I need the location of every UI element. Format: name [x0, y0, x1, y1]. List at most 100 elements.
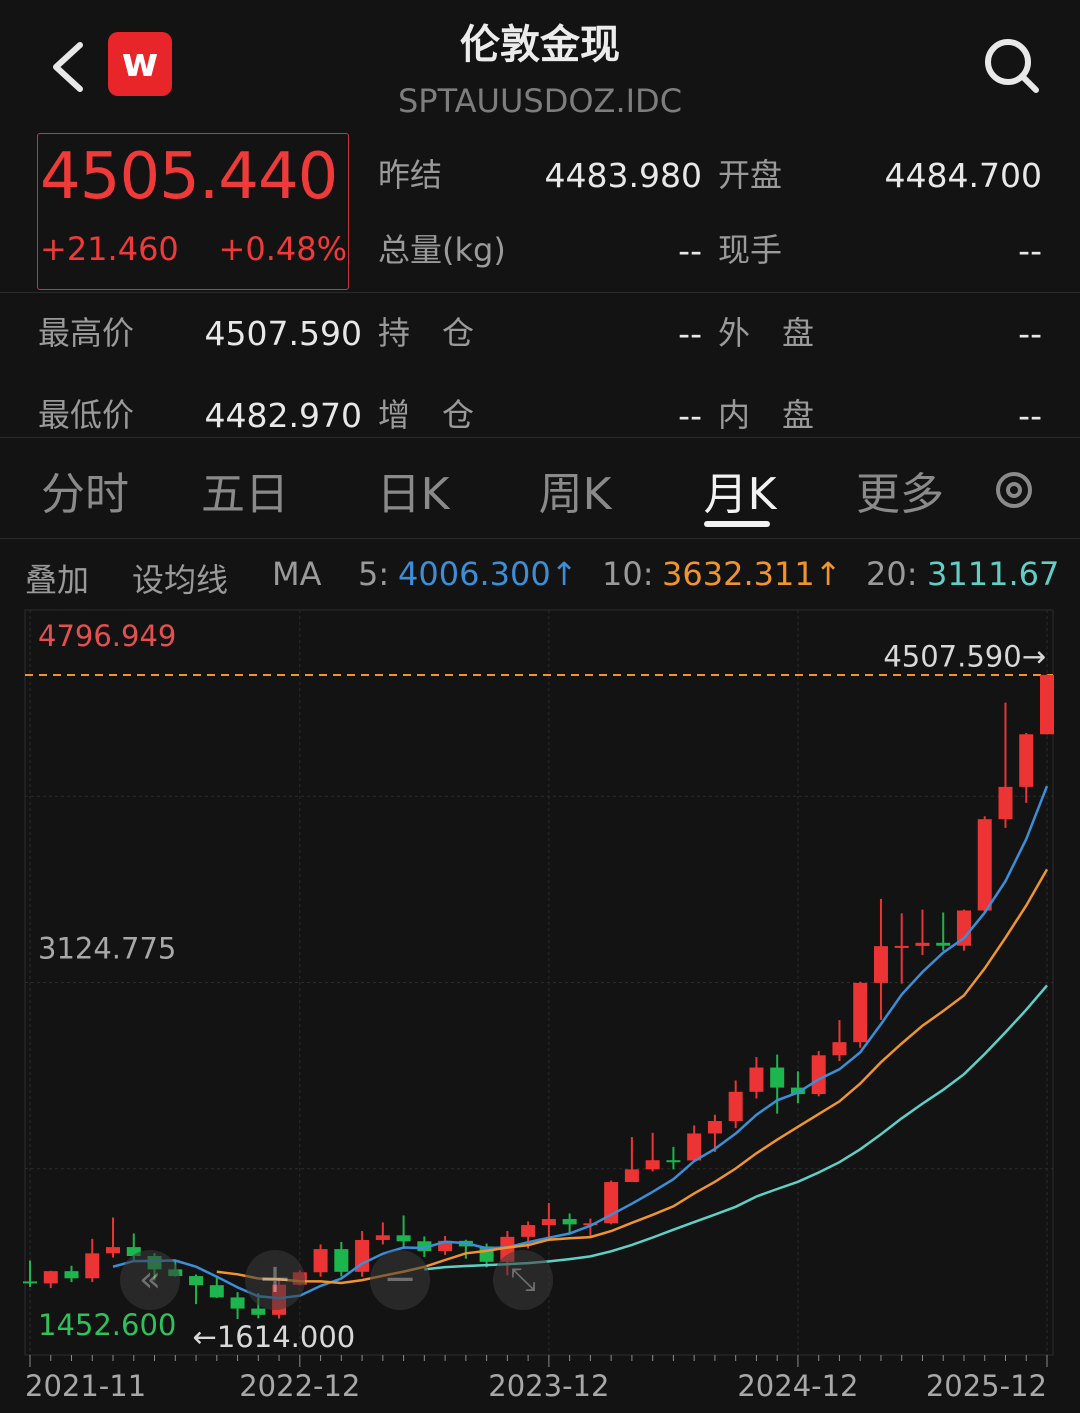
zoom-out-button[interactable]	[370, 1250, 430, 1310]
active-tab-indicator	[704, 521, 770, 527]
period-tab[interactable]: 月K	[703, 469, 777, 520]
candle-body	[873, 946, 888, 983]
divider	[0, 292, 1080, 293]
scroll-left-button[interactable]	[120, 1250, 180, 1310]
candle-body	[998, 786, 1013, 820]
toolbar-item[interactable]: MA	[272, 555, 322, 593]
candle-body	[936, 942, 951, 946]
field-value: --	[1018, 396, 1042, 435]
low-marker: ←1614.000	[193, 1320, 356, 1354]
candle-body	[915, 942, 930, 946]
candle-body	[1040, 674, 1054, 735]
candle-body	[770, 1067, 785, 1088]
candle-body	[85, 1253, 100, 1279]
price-change-pct: +0.48%	[218, 230, 347, 268]
field-label: 开盘	[718, 156, 783, 194]
x-tick-label: 2023-12	[488, 1369, 609, 1403]
zoom-in-button[interactable]	[245, 1250, 305, 1310]
candle-body	[23, 1281, 37, 1284]
field-label: 总量(kg)	[378, 231, 506, 269]
candle-body	[894, 945, 909, 948]
field-value: 4484.700	[884, 156, 1042, 195]
candle-body	[624, 1169, 639, 1183]
candle-body	[106, 1247, 121, 1254]
field-value: 4483.980	[544, 156, 702, 195]
divider	[0, 538, 1080, 539]
candle-body	[583, 1223, 598, 1226]
ma-legend-name: 5:	[358, 555, 390, 593]
candle-body	[521, 1225, 536, 1237]
fullscreen-button[interactable]	[493, 1250, 553, 1310]
settings-icon[interactable]	[996, 472, 1032, 508]
candle-body	[687, 1133, 702, 1161]
candle-body	[375, 1235, 390, 1240]
settings-icon-core	[1006, 482, 1022, 498]
field-label: 最高价	[38, 314, 135, 352]
price-change: +21.460	[40, 230, 179, 268]
period-tab[interactable]: 五日	[201, 469, 289, 520]
candle-body	[832, 1042, 847, 1056]
field-value: --	[678, 231, 702, 270]
ma-legend-value: 4006.300↑	[398, 555, 578, 593]
field-value: 4507.590	[204, 314, 362, 353]
ma-line	[112, 785, 1049, 1300]
instrument-code: SPTAUUSDOZ.IDC	[397, 82, 683, 120]
x-tick-label: 2024-12	[737, 1369, 858, 1403]
app-logo-mark: w	[122, 40, 159, 86]
period-tab[interactable]: 分时	[41, 469, 129, 520]
candle-body	[126, 1247, 141, 1257]
toolbar-item[interactable]: 设均线	[132, 561, 229, 599]
field-label: 外 盘	[718, 314, 815, 352]
period-tab[interactable]: 更多	[856, 469, 944, 520]
app-logo	[108, 32, 172, 96]
toolbar-item[interactable]: 叠加	[25, 561, 90, 599]
ma-legend-name: 20:	[866, 555, 918, 593]
ma-line	[216, 868, 1049, 1285]
candle-body	[64, 1271, 79, 1279]
field-label: 现手	[718, 231, 783, 269]
x-tick-label: 2022-12	[239, 1369, 360, 1403]
scroll-left-icon: «	[139, 1259, 161, 1300]
zoom-in-icon: +	[258, 1256, 292, 1302]
y-tick-label: 3124.775	[38, 931, 176, 965]
candle-body	[956, 910, 971, 946]
candle-body	[541, 1219, 556, 1226]
candle-body	[189, 1276, 204, 1286]
candle-body	[417, 1241, 432, 1252]
candle-body	[313, 1249, 328, 1273]
page-title: 伦敦金现	[460, 22, 620, 68]
field-label: 最低价	[38, 396, 135, 434]
candle-body	[811, 1055, 826, 1095]
y-tick-label: 4796.949	[38, 619, 176, 653]
candle-body	[707, 1121, 722, 1134]
ma-legend-value: 3632.311↑	[662, 555, 842, 593]
period-tab[interactable]: 日K	[376, 469, 450, 520]
candle-body	[645, 1160, 660, 1170]
x-tick-label: 2021-11	[25, 1369, 146, 1403]
fullscreen-icon: ⤡	[510, 1260, 536, 1298]
search-icon-handle	[1019, 73, 1039, 93]
field-value: --	[1018, 314, 1042, 353]
candle-body	[251, 1308, 266, 1315]
x-tick-label: 2025-12	[926, 1369, 1047, 1403]
candle-body	[43, 1271, 58, 1284]
field-value: 4482.970	[204, 396, 362, 435]
ma-legend-name: 10:	[602, 555, 654, 593]
candle-body	[728, 1091, 743, 1122]
candle-body	[562, 1219, 577, 1225]
candle-body	[334, 1249, 349, 1272]
candle-body	[853, 982, 868, 1043]
high-marker: 4507.590→	[883, 639, 1046, 673]
back-icon[interactable]	[53, 42, 83, 92]
search-icon[interactable]	[985, 39, 1031, 85]
candle-body	[1019, 734, 1034, 787]
price-box	[37, 133, 349, 290]
period-tab[interactable]: 周K	[538, 469, 612, 520]
candle-body	[749, 1067, 764, 1092]
divider	[0, 437, 1080, 438]
field-label: 昨结	[378, 156, 443, 194]
candle-body	[396, 1235, 411, 1242]
field-value: --	[1018, 231, 1042, 270]
